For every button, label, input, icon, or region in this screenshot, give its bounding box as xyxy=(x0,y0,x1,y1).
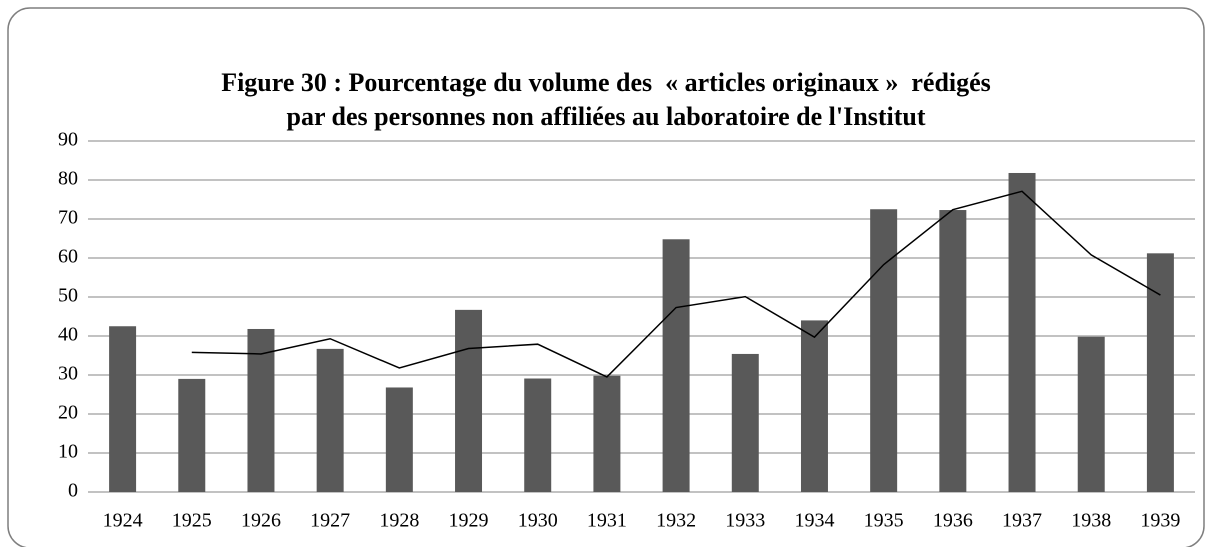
y-tick-label: 50 xyxy=(58,285,78,307)
x-tick-label: 1925 xyxy=(172,510,212,532)
x-tick-label: 1924 xyxy=(103,510,143,532)
y-tick-label: 70 xyxy=(58,207,78,229)
x-tick-label: 1934 xyxy=(794,510,834,532)
x-tick-label: 1930 xyxy=(518,510,558,532)
bar xyxy=(662,239,690,492)
bar xyxy=(800,320,828,492)
chart-frame xyxy=(7,7,1205,547)
x-tick-label: 1926 xyxy=(241,510,281,532)
bar xyxy=(1077,336,1105,492)
y-tick-label: 60 xyxy=(58,246,78,268)
trend-line xyxy=(191,190,1161,378)
bar xyxy=(1146,253,1174,492)
y-tick-label: 0 xyxy=(68,480,78,502)
x-tick-label: 1933 xyxy=(725,510,765,532)
y-tick-label: 30 xyxy=(58,363,78,385)
y-tick-label: 10 xyxy=(58,441,78,463)
bar xyxy=(455,309,483,492)
y-tick-label: 80 xyxy=(58,168,78,190)
x-tick-label: 1927 xyxy=(310,510,350,532)
y-tick-label: 40 xyxy=(58,324,78,346)
y-tick-label: 90 xyxy=(58,129,78,151)
bar xyxy=(593,375,621,492)
chart-title: par des personnes non affiliées au labor… xyxy=(287,102,926,131)
bar xyxy=(731,353,759,492)
bar xyxy=(316,348,344,492)
bar xyxy=(524,378,552,492)
y-tick-label: 20 xyxy=(58,402,78,424)
bar xyxy=(939,210,967,492)
x-tick-label: 1928 xyxy=(379,510,419,532)
x-tick-label: 1932 xyxy=(656,510,696,532)
bar xyxy=(178,378,206,492)
x-tick-label: 1937 xyxy=(1002,510,1042,532)
chart-title: Figure 30 : Pourcentage du volume des « … xyxy=(221,68,991,97)
bar xyxy=(870,209,898,492)
x-tick-label: 1939 xyxy=(1140,510,1180,532)
bar xyxy=(109,326,137,492)
x-tick-label: 1938 xyxy=(1071,510,1111,532)
bar xyxy=(1008,172,1036,493)
x-tick-label: 1935 xyxy=(864,510,904,532)
bar xyxy=(385,387,413,492)
x-tick-label: 1936 xyxy=(933,510,973,532)
x-tick-label: 1929 xyxy=(449,510,489,532)
x-tick-label: 1931 xyxy=(587,510,627,532)
bar xyxy=(247,328,275,492)
